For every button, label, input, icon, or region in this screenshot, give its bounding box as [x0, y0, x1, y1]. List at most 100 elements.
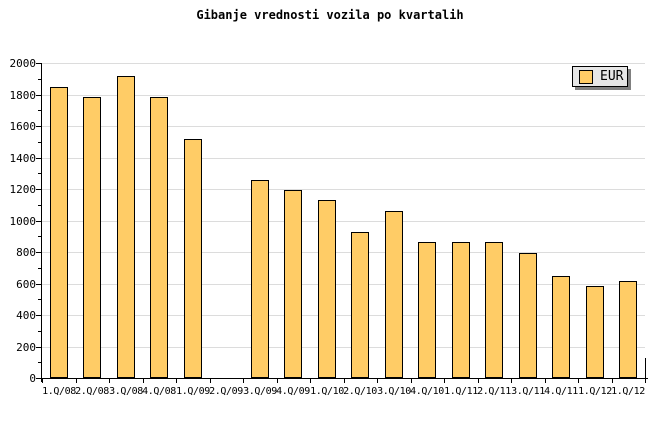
y-major-tick	[36, 378, 41, 379]
y-minor-tick	[38, 236, 41, 237]
gridline	[42, 284, 645, 285]
y-minor-tick	[38, 268, 41, 269]
gridline	[42, 158, 645, 159]
bar	[619, 281, 637, 378]
y-major-tick	[36, 63, 41, 64]
gridline	[42, 95, 645, 96]
x-axis-line	[37, 378, 648, 379]
x-tick-label: 3.Q/08	[109, 386, 143, 397]
gridline	[42, 315, 645, 316]
x-tick	[76, 379, 77, 383]
y-tick-label: 1800	[9, 89, 37, 102]
x-tick-label: 1.Q/12	[578, 386, 612, 397]
y-minor-tick	[38, 331, 41, 332]
gridline	[42, 189, 645, 190]
x-tick	[277, 379, 278, 383]
y-major-tick	[36, 315, 41, 316]
gridline	[42, 347, 645, 348]
plot-area: 0 200 400 600 800 1000 1200 1400 1600 1800 2000 1.Q…	[10, 58, 648, 397]
x-tick	[411, 379, 412, 383]
legend-swatch-icon	[579, 69, 593, 84]
y-major-tick	[36, 284, 41, 285]
y-tick-label: 800	[16, 246, 36, 259]
x-tick	[444, 379, 445, 383]
y-major-tick	[36, 189, 41, 190]
y-tick-label: 2000	[9, 57, 37, 70]
y-major-tick	[36, 221, 41, 222]
bar	[83, 97, 101, 378]
chart-title: Gibanje vrednosti vozila po kvartalih	[196, 8, 464, 22]
x-tick	[176, 379, 177, 383]
bar	[318, 200, 336, 378]
bar	[485, 242, 503, 378]
gridline	[42, 221, 645, 222]
x-axis-end-stub	[645, 358, 646, 378]
x-tick	[612, 379, 613, 383]
x-tick	[344, 379, 345, 383]
x-tick-label: 4.Q/09	[276, 386, 310, 397]
y-major-tick	[36, 158, 41, 159]
bar	[418, 242, 436, 378]
y-minor-tick	[38, 205, 41, 206]
gridline	[42, 252, 645, 253]
y-tick-label: 0	[29, 372, 36, 385]
x-tick-label: 3.Q/09	[243, 386, 277, 397]
y-minor-tick	[38, 299, 41, 300]
bar	[385, 211, 403, 378]
x-tick	[143, 379, 144, 383]
y-tick-label: 200	[16, 341, 36, 354]
x-tick	[210, 379, 211, 383]
x-tick	[645, 379, 646, 383]
bar	[184, 139, 202, 378]
x-tick-label: 1.Q/08	[42, 386, 76, 397]
x-tick	[578, 379, 579, 383]
bar	[552, 276, 570, 378]
x-tick-label: 1.Q/11	[444, 386, 478, 397]
y-minor-tick	[38, 110, 41, 111]
x-tick	[478, 379, 479, 383]
y-axis-line	[41, 63, 42, 382]
y-minor-tick	[38, 173, 41, 174]
x-tick-label: 3.Q/11	[511, 386, 545, 397]
y-tick-label: 400	[16, 309, 36, 322]
y-minor-tick	[38, 79, 41, 80]
x-tick	[243, 379, 244, 383]
x-tick	[545, 379, 546, 383]
y-minor-tick	[38, 362, 41, 363]
x-tick-label: 2.Q/11	[477, 386, 511, 397]
bar	[251, 180, 269, 378]
y-tick-label: 1200	[9, 183, 37, 196]
x-tick-label: 1.Q/10	[310, 386, 344, 397]
x-tick	[310, 379, 311, 383]
y-major-tick	[36, 252, 41, 253]
bar	[586, 286, 604, 378]
y-minor-tick	[38, 142, 41, 143]
gridline	[42, 63, 645, 64]
x-tick-label: 3.Q/10	[377, 386, 411, 397]
x-tick-label: 2.Q/10	[343, 386, 377, 397]
legend: EUR	[572, 66, 628, 87]
bar	[150, 97, 168, 378]
bar	[284, 190, 302, 378]
y-tick-label: 600	[16, 278, 36, 291]
y-tick-label: 1000	[9, 215, 37, 228]
x-tick-label: 4.Q/11	[544, 386, 578, 397]
bar	[50, 87, 68, 378]
x-tick	[42, 379, 43, 383]
x-tick-label: 1.Q/12	[611, 386, 645, 397]
x-tick-label: 2.Q/09	[209, 386, 243, 397]
y-major-tick	[36, 126, 41, 127]
x-tick	[377, 379, 378, 383]
y-tick-label: 1400	[9, 152, 37, 165]
y-major-tick	[36, 95, 41, 96]
x-tick	[109, 379, 110, 383]
bar	[519, 253, 537, 378]
x-tick-label: 4.Q/08	[142, 386, 176, 397]
x-tick-label: 1.Q/09	[176, 386, 210, 397]
x-tick-label: 4.Q/10	[410, 386, 444, 397]
legend-label: EUR	[600, 69, 624, 84]
x-tick	[511, 379, 512, 383]
bar	[117, 76, 135, 378]
bar	[351, 232, 369, 378]
gridline	[42, 126, 645, 127]
